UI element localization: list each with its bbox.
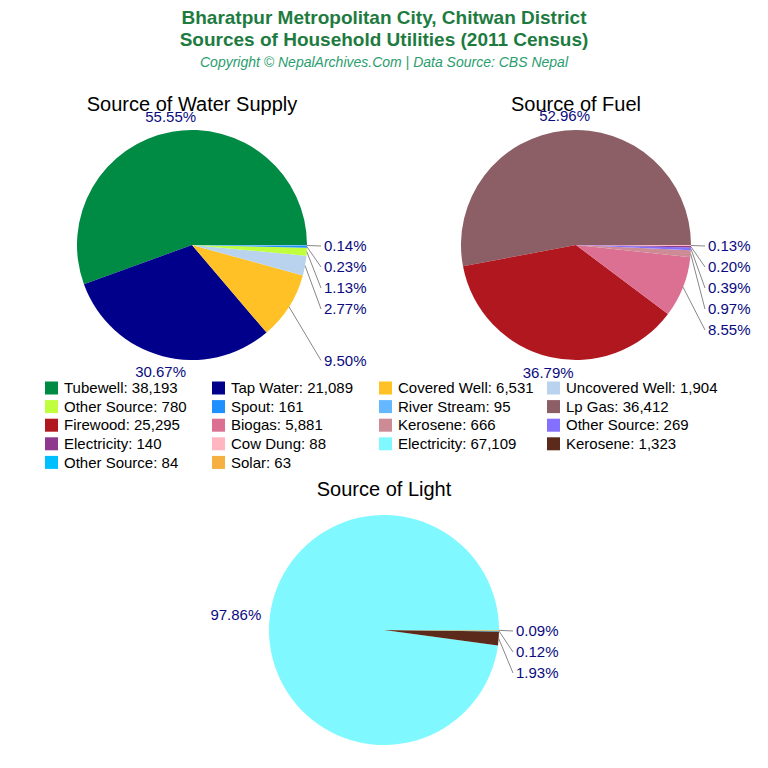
legend-swatch (379, 382, 392, 395)
legend-label: Other Source: 780 (64, 398, 187, 415)
data-label: 0.12% (516, 643, 559, 660)
pie-slice (269, 515, 499, 745)
data-label: 0.09% (516, 622, 559, 639)
legend-label: Kerosene: 1,323 (566, 435, 676, 452)
legend-swatch (212, 400, 225, 413)
data-label: 1.13% (324, 279, 367, 296)
data-label: 0.39% (708, 279, 751, 296)
legend-swatch (45, 419, 58, 432)
chart-title: Source of Fuel (511, 93, 641, 115)
pie-slice (576, 245, 691, 250)
legend-label: Tubewell: 38,193 (64, 379, 178, 396)
pie-slice (576, 245, 690, 314)
pie-slice (384, 630, 499, 632)
pie-slice (576, 245, 691, 247)
legend-swatch (212, 437, 225, 450)
legend-label: Lp Gas: 36,412 (566, 398, 669, 415)
pie-slice (192, 245, 307, 246)
legend-swatch (45, 400, 58, 413)
legend-label: Solar: 63 (231, 454, 291, 471)
legend-swatch (547, 437, 560, 450)
data-label: 8.55% (708, 321, 751, 338)
legend-label: Uncovered Well: 1,904 (566, 379, 717, 396)
data-label: 2.77% (324, 300, 367, 317)
legend-swatch (547, 400, 560, 413)
pie-slice (192, 245, 307, 248)
legend-swatch (212, 456, 225, 469)
leader-line (691, 245, 705, 247)
leader-line (499, 631, 513, 652)
pie-slice (384, 630, 499, 632)
legend: Tubewell: 38,193 Tap Water: 21,089 Covered… (45, 379, 717, 470)
legend-swatch (212, 382, 225, 395)
legend-swatch (45, 382, 58, 395)
page-subtitle: Copyright © NepalArchives.Com | Data Sou… (200, 54, 569, 70)
legend-label: Firewood: 25,295 (64, 416, 180, 433)
data-label: 9.50% (324, 352, 367, 369)
data-label: 97.86% (210, 606, 261, 623)
legend-label: Spout: 161 (231, 398, 304, 415)
data-label: 36.79% (523, 364, 574, 381)
pie-chart: 52.96%36.79%0.13%0.20%0.39%0.97%8.55% (461, 107, 751, 381)
legend-label: Tap Water: 21,089 (231, 379, 353, 396)
page-title: Sources of Household Utilities (2011 Cen… (180, 29, 589, 50)
chart-title: Source of Light (317, 478, 452, 500)
legend-label: Cow Dung: 88 (231, 435, 326, 452)
pie-slice (576, 245, 691, 257)
pie-chart: 55.55%30.67%0.14%0.23%1.13%2.77%9.50% (77, 108, 367, 379)
leader-line (305, 266, 321, 309)
data-label: 0.20% (708, 258, 751, 275)
legend-swatch (379, 419, 392, 432)
legend-swatch (45, 456, 58, 469)
chart-root: Bharatpur Metropolitan City, Chitwan Dis… (0, 0, 768, 768)
legend-label: Electricity: 67,109 (398, 435, 516, 452)
leader-line (307, 245, 321, 246)
legend-swatch (547, 419, 560, 432)
legend-label: Electricity: 140 (64, 435, 162, 452)
legend-swatch (45, 437, 58, 450)
data-label: 1.93% (516, 664, 559, 681)
data-label: 0.13% (708, 237, 751, 254)
data-label: 0.23% (324, 258, 367, 275)
chart-title: Source of Water Supply (87, 93, 297, 115)
pie-slice (384, 630, 499, 645)
data-label: 0.97% (708, 300, 751, 317)
legend-swatch (379, 437, 392, 450)
leader-line (499, 630, 513, 632)
leader-line (307, 252, 321, 288)
pie-slice (192, 245, 307, 256)
pie-slice (192, 245, 306, 275)
data-label: 30.67% (135, 363, 186, 380)
legend-label: River Stream: 95 (398, 398, 511, 415)
leader-line (691, 254, 705, 309)
legend-label: Kerosene: 666 (398, 416, 496, 433)
legend-label: Covered Well: 6,531 (398, 379, 534, 396)
page-title: Bharatpur Metropolitan City, Chitwan Dis… (181, 7, 587, 28)
pie-chart: 97.86% 0.09% 0.12% 1.93% (210, 515, 558, 745)
data-label: 0.14% (324, 237, 367, 254)
leader-line (289, 307, 321, 361)
legend-label: Biogas: 5,881 (231, 416, 323, 433)
legend-label: Other Source: 269 (566, 416, 689, 433)
legend-swatch (212, 419, 225, 432)
legend-label: Other Source: 84 (64, 454, 178, 471)
leader-line (683, 287, 705, 330)
leader-line (499, 638, 513, 673)
pie-slice (576, 245, 691, 247)
legend-swatch (547, 382, 560, 395)
legend-swatch (379, 400, 392, 413)
